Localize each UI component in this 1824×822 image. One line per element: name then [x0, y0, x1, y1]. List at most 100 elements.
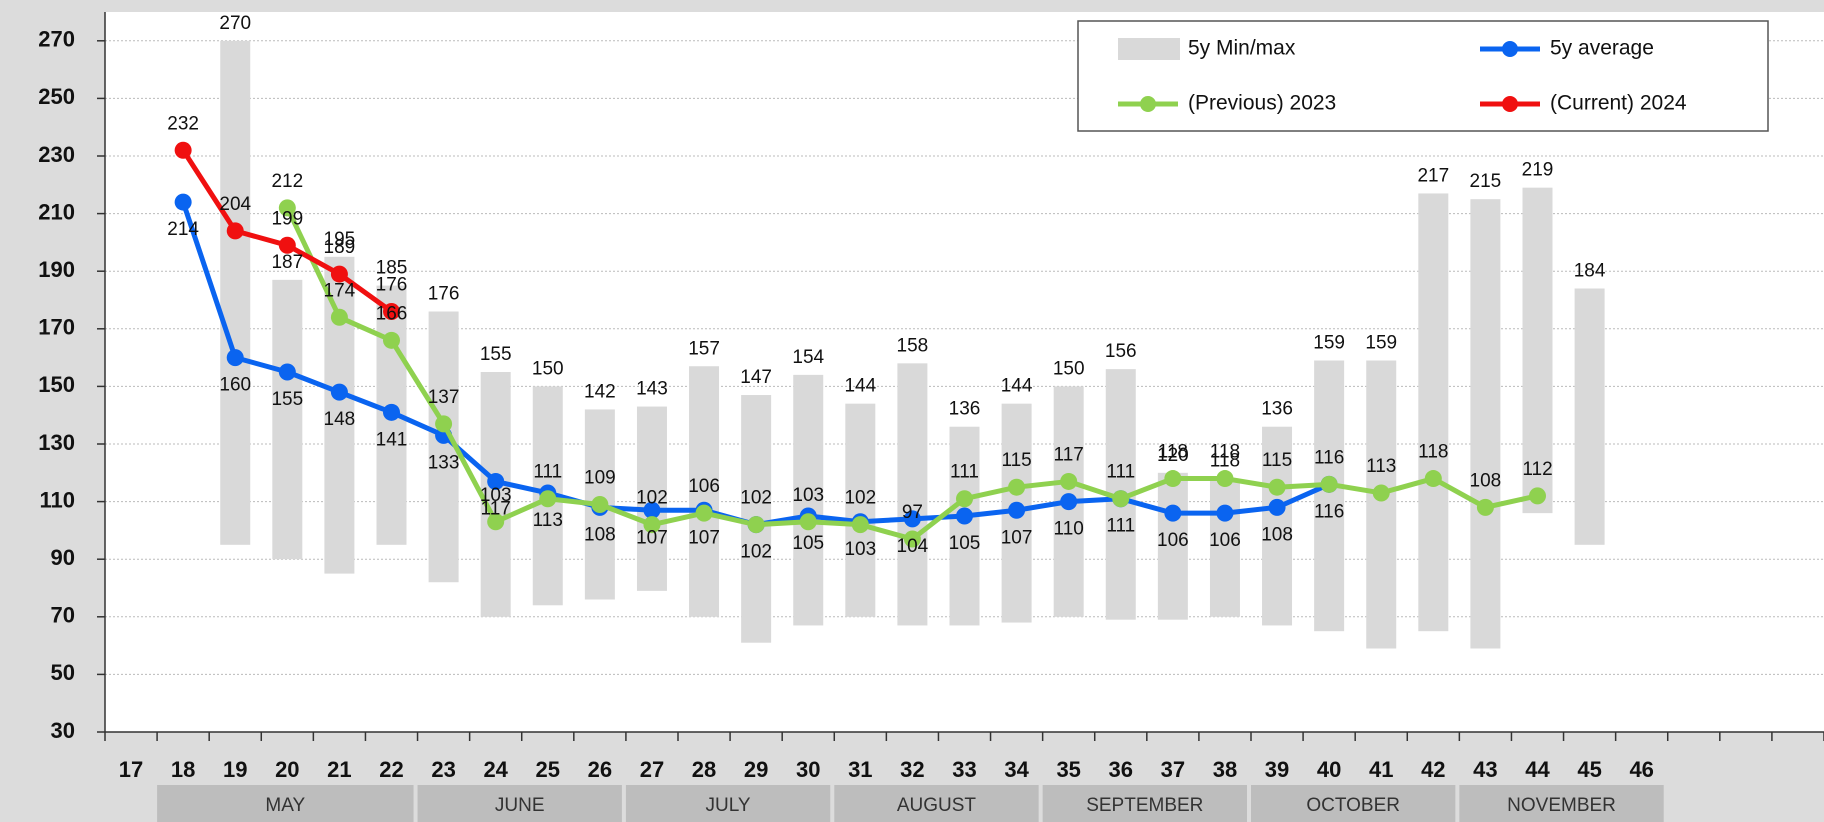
month-band [625, 785, 831, 822]
legend-label: (Current) 2024 [1550, 92, 1687, 115]
max-label: 176 [428, 284, 460, 305]
max-label: 155 [480, 344, 512, 365]
month-label: JULY [706, 795, 751, 816]
month-label: AUGUST [897, 795, 977, 816]
value-label: 176 [376, 275, 408, 296]
series-point [278, 199, 296, 217]
series-point [1268, 478, 1286, 496]
series-point [1268, 498, 1286, 516]
series-point [643, 516, 661, 534]
min-max-bar [1157, 472, 1188, 620]
month-label: NOVEMBER [1507, 795, 1616, 816]
value-label: 112 [1522, 459, 1552, 480]
value-label: 113 [1366, 456, 1396, 477]
month-band [157, 785, 414, 822]
x-tick-label: 42 [1421, 757, 1445, 782]
min-max-bar [272, 279, 303, 560]
value-label: 137 [428, 387, 460, 408]
series-point [903, 530, 921, 548]
x-tick-label: 32 [900, 757, 924, 782]
max-label: 143 [636, 379, 668, 400]
value-label: 107 [1001, 527, 1033, 548]
max-label: 184 [1574, 260, 1606, 281]
value-label: 107 [636, 527, 668, 548]
series-point [383, 303, 400, 321]
value-label: 115 [1001, 450, 1031, 471]
series-point [435, 415, 453, 433]
value-label: 97 [902, 502, 923, 523]
value-label: 108 [1470, 470, 1502, 491]
series-point [278, 236, 296, 254]
min-max-bar [1574, 288, 1605, 545]
month-band [1251, 785, 1456, 822]
series-point [695, 504, 713, 522]
x-tick-label: 26 [588, 757, 612, 782]
min-max-bar [1314, 360, 1345, 632]
max-label: 136 [949, 399, 981, 420]
min-max-bar [636, 406, 667, 591]
y-tick-label: 190 [38, 257, 75, 282]
min-max-bar [1522, 187, 1553, 514]
x-tick-label: 36 [1109, 757, 1133, 782]
value-label: 148 [324, 409, 356, 430]
x-tick-label: 24 [483, 757, 508, 782]
x-tick-label: 23 [431, 757, 455, 782]
min-max-bar [1209, 478, 1240, 617]
max-label: 142 [584, 381, 616, 402]
value-label: 102 [636, 488, 668, 509]
legend-label: 5y Min/max [1188, 37, 1296, 60]
value-label: 110 [1054, 519, 1084, 540]
value-label: 232 [167, 113, 199, 134]
value-label: 116 [1314, 447, 1344, 468]
series-point [643, 501, 661, 519]
series-point [1164, 504, 1182, 522]
series-point [487, 513, 505, 531]
max-label: 159 [1365, 332, 1397, 353]
value-label: 103 [480, 485, 512, 506]
x-tick-label: 45 [1577, 757, 1601, 782]
x-tick-label: 35 [1056, 757, 1080, 782]
value-label: 117 [481, 498, 511, 519]
series-point [1060, 472, 1078, 490]
series-point [174, 193, 192, 211]
x-tick-label: 28 [692, 757, 716, 782]
value-label: 102 [844, 488, 876, 509]
x-tick-label: 19 [223, 757, 247, 782]
max-label: 150 [532, 358, 564, 379]
max-label: 154 [792, 347, 824, 368]
series-point [1372, 484, 1390, 502]
series-point [1112, 490, 1130, 508]
value-label: 212 [271, 171, 303, 192]
value-label: 117 [1054, 444, 1084, 465]
legend-marker [1502, 41, 1518, 57]
min-max-bar [949, 426, 980, 626]
value-label: 106 [1209, 530, 1241, 551]
x-tick-label: 41 [1369, 757, 1393, 782]
value-label: 103 [844, 539, 876, 560]
value-label: 102 [740, 488, 772, 509]
x-tick-label: 46 [1629, 757, 1653, 782]
max-label: 270 [219, 13, 251, 34]
series-point [330, 265, 348, 283]
value-label: 107 [688, 527, 720, 548]
series-point [383, 403, 400, 421]
month-band [417, 785, 622, 822]
value-label: 204 [219, 194, 251, 215]
value-label: 189 [324, 237, 356, 258]
y-tick-label: 250 [38, 84, 75, 109]
y-tick-label: 30 [51, 718, 75, 743]
y-tick-label: 90 [51, 545, 75, 570]
series-point [330, 383, 348, 401]
value-label: 118 [1418, 442, 1448, 463]
y-tick-label: 210 [38, 199, 75, 224]
x-tick-label: 20 [275, 757, 299, 782]
max-label: 159 [1313, 332, 1345, 353]
legend-label: (Previous) 2023 [1188, 92, 1336, 115]
value-label: 155 [271, 389, 303, 410]
y-tick-label: 130 [38, 430, 75, 455]
min-max-bar [689, 366, 720, 617]
series-point [226, 222, 244, 240]
x-tick-label: 21 [327, 757, 351, 782]
value-label: 106 [1157, 530, 1189, 551]
series-point [487, 472, 505, 490]
